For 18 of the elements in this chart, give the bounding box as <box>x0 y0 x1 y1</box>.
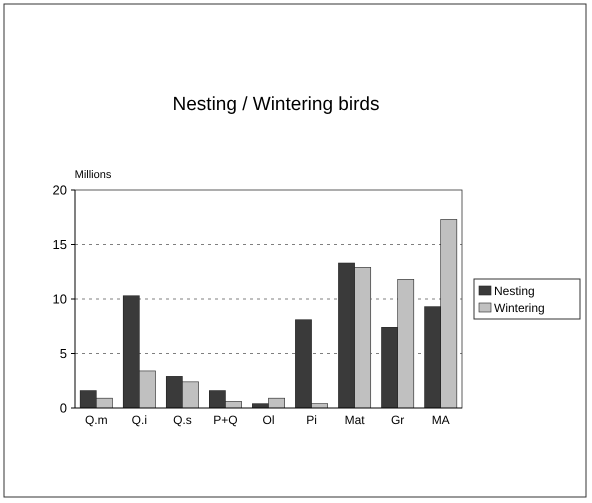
x-tick-label: Ol <box>262 413 274 427</box>
x-tick-label: Q.i <box>132 413 148 427</box>
y-tick-label: 10 <box>52 292 67 307</box>
legend-label: Nesting <box>494 284 535 298</box>
x-tick-label: Q.s <box>173 413 192 427</box>
chart-title: Nesting / Wintering birds <box>172 94 380 115</box>
y-tick-label: 15 <box>52 237 67 252</box>
x-tick-label: MA <box>432 413 450 427</box>
x-tick-label: P+Q <box>213 413 238 427</box>
x-tick-label: Q.m <box>84 413 108 427</box>
x-tick-label: Pi <box>306 413 317 427</box>
x-tick-label: Mat <box>344 413 366 427</box>
x-tick-label: Gr <box>390 413 404 427</box>
y-axis-title: Millions <box>74 169 112 181</box>
legend-label: Wintering <box>494 301 545 316</box>
y-tick-label: 0 <box>60 400 67 416</box>
y-tick-label: 5 <box>60 346 67 362</box>
y-tick-label: 20 <box>52 182 67 198</box>
